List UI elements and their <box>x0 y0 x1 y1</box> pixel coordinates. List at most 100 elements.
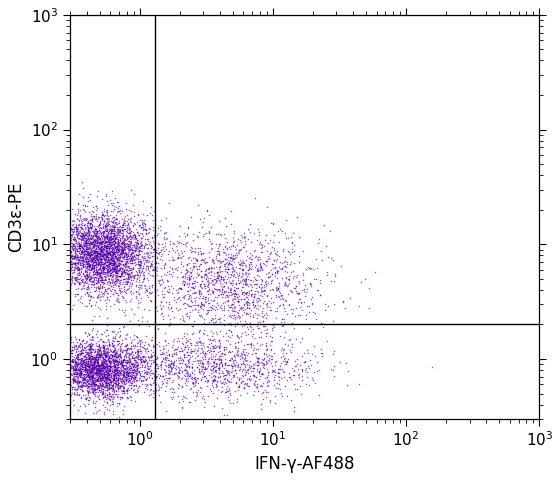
Point <box>83 248 92 256</box>
Point <box>197 360 206 367</box>
Point <box>111 242 120 250</box>
Point <box>284 276 293 284</box>
Point <box>83 365 92 372</box>
Point <box>90 251 99 259</box>
Point <box>100 359 109 367</box>
Point <box>275 263 284 270</box>
Point <box>180 329 189 337</box>
Point <box>70 240 79 248</box>
Point <box>91 370 100 378</box>
Point <box>193 356 202 363</box>
Point <box>152 372 161 380</box>
Point <box>79 356 88 364</box>
Point <box>70 248 79 256</box>
Point <box>146 367 155 374</box>
Point <box>90 366 99 374</box>
Point <box>220 302 229 310</box>
Point <box>76 259 85 267</box>
Point <box>85 227 94 234</box>
Point <box>125 273 134 281</box>
Point <box>100 279 109 287</box>
Point <box>316 345 325 353</box>
Point <box>220 371 229 379</box>
Point <box>71 254 80 262</box>
Point <box>127 218 136 226</box>
Point <box>123 221 132 229</box>
Point <box>259 360 268 368</box>
Point <box>108 355 116 362</box>
Point <box>148 281 157 289</box>
Point <box>70 357 79 364</box>
Point <box>80 273 89 280</box>
Point <box>85 354 94 361</box>
Point <box>102 378 111 386</box>
Point <box>129 252 138 260</box>
Point <box>213 293 222 301</box>
Point <box>116 260 125 268</box>
Point <box>223 268 232 276</box>
Point <box>75 236 84 243</box>
Point <box>79 260 88 268</box>
Point <box>113 254 122 262</box>
Point <box>99 393 108 401</box>
Point <box>291 384 300 392</box>
Point <box>88 277 97 285</box>
Point <box>82 268 91 276</box>
Point <box>102 349 111 357</box>
Point <box>239 283 248 290</box>
Point <box>134 321 143 329</box>
Point <box>100 265 109 273</box>
Point <box>253 361 262 369</box>
Point <box>83 239 92 246</box>
Point <box>86 373 95 381</box>
Point <box>230 312 239 319</box>
Point <box>104 335 113 343</box>
Point <box>96 270 105 277</box>
Point <box>154 276 163 283</box>
Point <box>91 251 100 259</box>
Point <box>123 240 132 248</box>
Point <box>94 239 103 247</box>
Point <box>95 239 104 247</box>
Point <box>247 323 256 331</box>
Point <box>105 215 114 223</box>
Point <box>81 361 90 369</box>
Point <box>295 289 304 297</box>
Point <box>252 276 261 284</box>
Point <box>81 358 90 365</box>
Point <box>71 360 80 368</box>
Point <box>121 377 130 384</box>
Point <box>187 368 196 376</box>
Point <box>269 231 278 239</box>
Point <box>94 371 102 379</box>
Point <box>104 255 113 263</box>
Point <box>238 233 247 241</box>
Point <box>201 348 210 356</box>
Point <box>101 389 110 397</box>
Point <box>188 283 197 290</box>
Point <box>84 391 93 398</box>
Point <box>223 256 232 264</box>
Point <box>108 390 117 397</box>
Point <box>76 264 85 272</box>
Point <box>102 288 111 295</box>
Point <box>189 284 198 292</box>
Point <box>95 374 104 382</box>
Point <box>140 275 149 283</box>
Point <box>260 364 269 372</box>
Point <box>202 288 211 295</box>
Point <box>262 358 270 365</box>
Point <box>91 368 100 375</box>
Point <box>76 268 85 276</box>
Point <box>147 350 156 358</box>
Point <box>92 276 101 284</box>
Point <box>110 370 119 377</box>
Point <box>100 237 109 244</box>
Point <box>109 261 118 268</box>
Point <box>120 380 129 387</box>
Point <box>104 342 113 349</box>
Point <box>83 219 92 227</box>
Point <box>66 248 75 256</box>
Point <box>87 223 96 231</box>
Point <box>231 308 240 315</box>
